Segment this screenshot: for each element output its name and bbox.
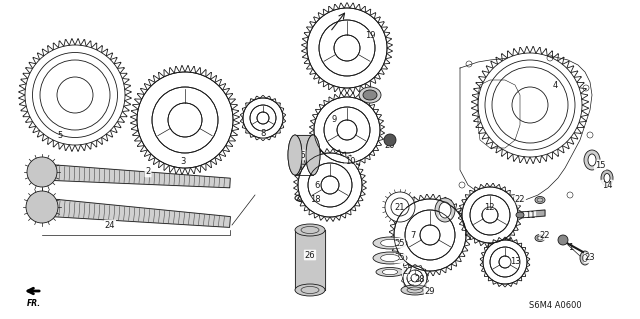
- Text: 24: 24: [105, 220, 115, 229]
- Text: 26: 26: [305, 250, 316, 259]
- Ellipse shape: [363, 90, 377, 100]
- Text: 1: 1: [568, 243, 573, 253]
- Text: 20: 20: [385, 140, 396, 150]
- Text: 25: 25: [395, 254, 405, 263]
- Polygon shape: [42, 164, 230, 188]
- Polygon shape: [295, 230, 325, 290]
- Text: 11: 11: [525, 211, 535, 219]
- Ellipse shape: [376, 268, 404, 277]
- Text: 3: 3: [180, 158, 186, 167]
- Text: FR.: FR.: [27, 299, 41, 308]
- Text: 28: 28: [415, 276, 426, 285]
- Text: 7: 7: [410, 231, 416, 240]
- Text: 21: 21: [395, 203, 405, 211]
- Circle shape: [385, 192, 415, 222]
- Circle shape: [26, 191, 58, 223]
- Circle shape: [307, 8, 387, 88]
- Circle shape: [394, 199, 466, 271]
- Polygon shape: [42, 198, 230, 227]
- Ellipse shape: [604, 174, 610, 182]
- Text: S6M4 A0600: S6M4 A0600: [529, 300, 581, 309]
- Ellipse shape: [516, 212, 524, 218]
- Text: 23: 23: [585, 254, 595, 263]
- Text: 27: 27: [403, 268, 413, 277]
- Text: 10: 10: [345, 158, 355, 167]
- Ellipse shape: [401, 285, 429, 295]
- Text: 5: 5: [58, 130, 63, 139]
- Ellipse shape: [535, 234, 545, 241]
- Text: 9: 9: [332, 115, 337, 124]
- Circle shape: [25, 45, 125, 145]
- Ellipse shape: [288, 135, 302, 175]
- Polygon shape: [295, 135, 313, 175]
- Ellipse shape: [435, 198, 455, 222]
- Ellipse shape: [359, 87, 381, 103]
- Ellipse shape: [306, 135, 320, 175]
- Circle shape: [314, 97, 380, 163]
- Ellipse shape: [373, 252, 407, 264]
- Ellipse shape: [382, 269, 397, 275]
- Text: 12: 12: [484, 203, 494, 211]
- Text: 8: 8: [260, 129, 266, 137]
- Circle shape: [243, 98, 283, 138]
- Ellipse shape: [288, 135, 302, 175]
- Text: 22: 22: [515, 196, 525, 204]
- Circle shape: [137, 72, 233, 168]
- Circle shape: [483, 240, 527, 284]
- Ellipse shape: [381, 239, 399, 247]
- Text: 25: 25: [395, 239, 405, 248]
- Circle shape: [478, 53, 582, 157]
- Circle shape: [27, 157, 57, 187]
- Ellipse shape: [584, 150, 600, 170]
- Text: 29: 29: [425, 287, 435, 296]
- Text: 17: 17: [440, 209, 451, 218]
- Text: 16: 16: [294, 151, 305, 160]
- Text: 14: 14: [602, 181, 612, 189]
- Polygon shape: [520, 210, 545, 218]
- Ellipse shape: [439, 202, 451, 218]
- Text: 4: 4: [552, 81, 557, 91]
- Ellipse shape: [381, 254, 399, 262]
- Text: 15: 15: [595, 160, 605, 169]
- Text: 19: 19: [365, 31, 375, 40]
- Circle shape: [462, 187, 518, 243]
- Circle shape: [558, 235, 568, 245]
- Ellipse shape: [601, 170, 613, 186]
- Ellipse shape: [295, 284, 325, 296]
- Ellipse shape: [373, 237, 407, 249]
- Ellipse shape: [588, 154, 596, 166]
- Text: 18: 18: [310, 196, 320, 204]
- Circle shape: [384, 134, 396, 146]
- Text: 13: 13: [509, 257, 520, 266]
- Text: 6: 6: [314, 181, 320, 189]
- Circle shape: [298, 153, 362, 217]
- Ellipse shape: [295, 224, 325, 236]
- Ellipse shape: [535, 197, 545, 204]
- Circle shape: [403, 266, 427, 290]
- Ellipse shape: [580, 251, 590, 265]
- Text: 2: 2: [145, 167, 150, 176]
- Ellipse shape: [306, 135, 320, 175]
- Text: 22: 22: [540, 231, 550, 240]
